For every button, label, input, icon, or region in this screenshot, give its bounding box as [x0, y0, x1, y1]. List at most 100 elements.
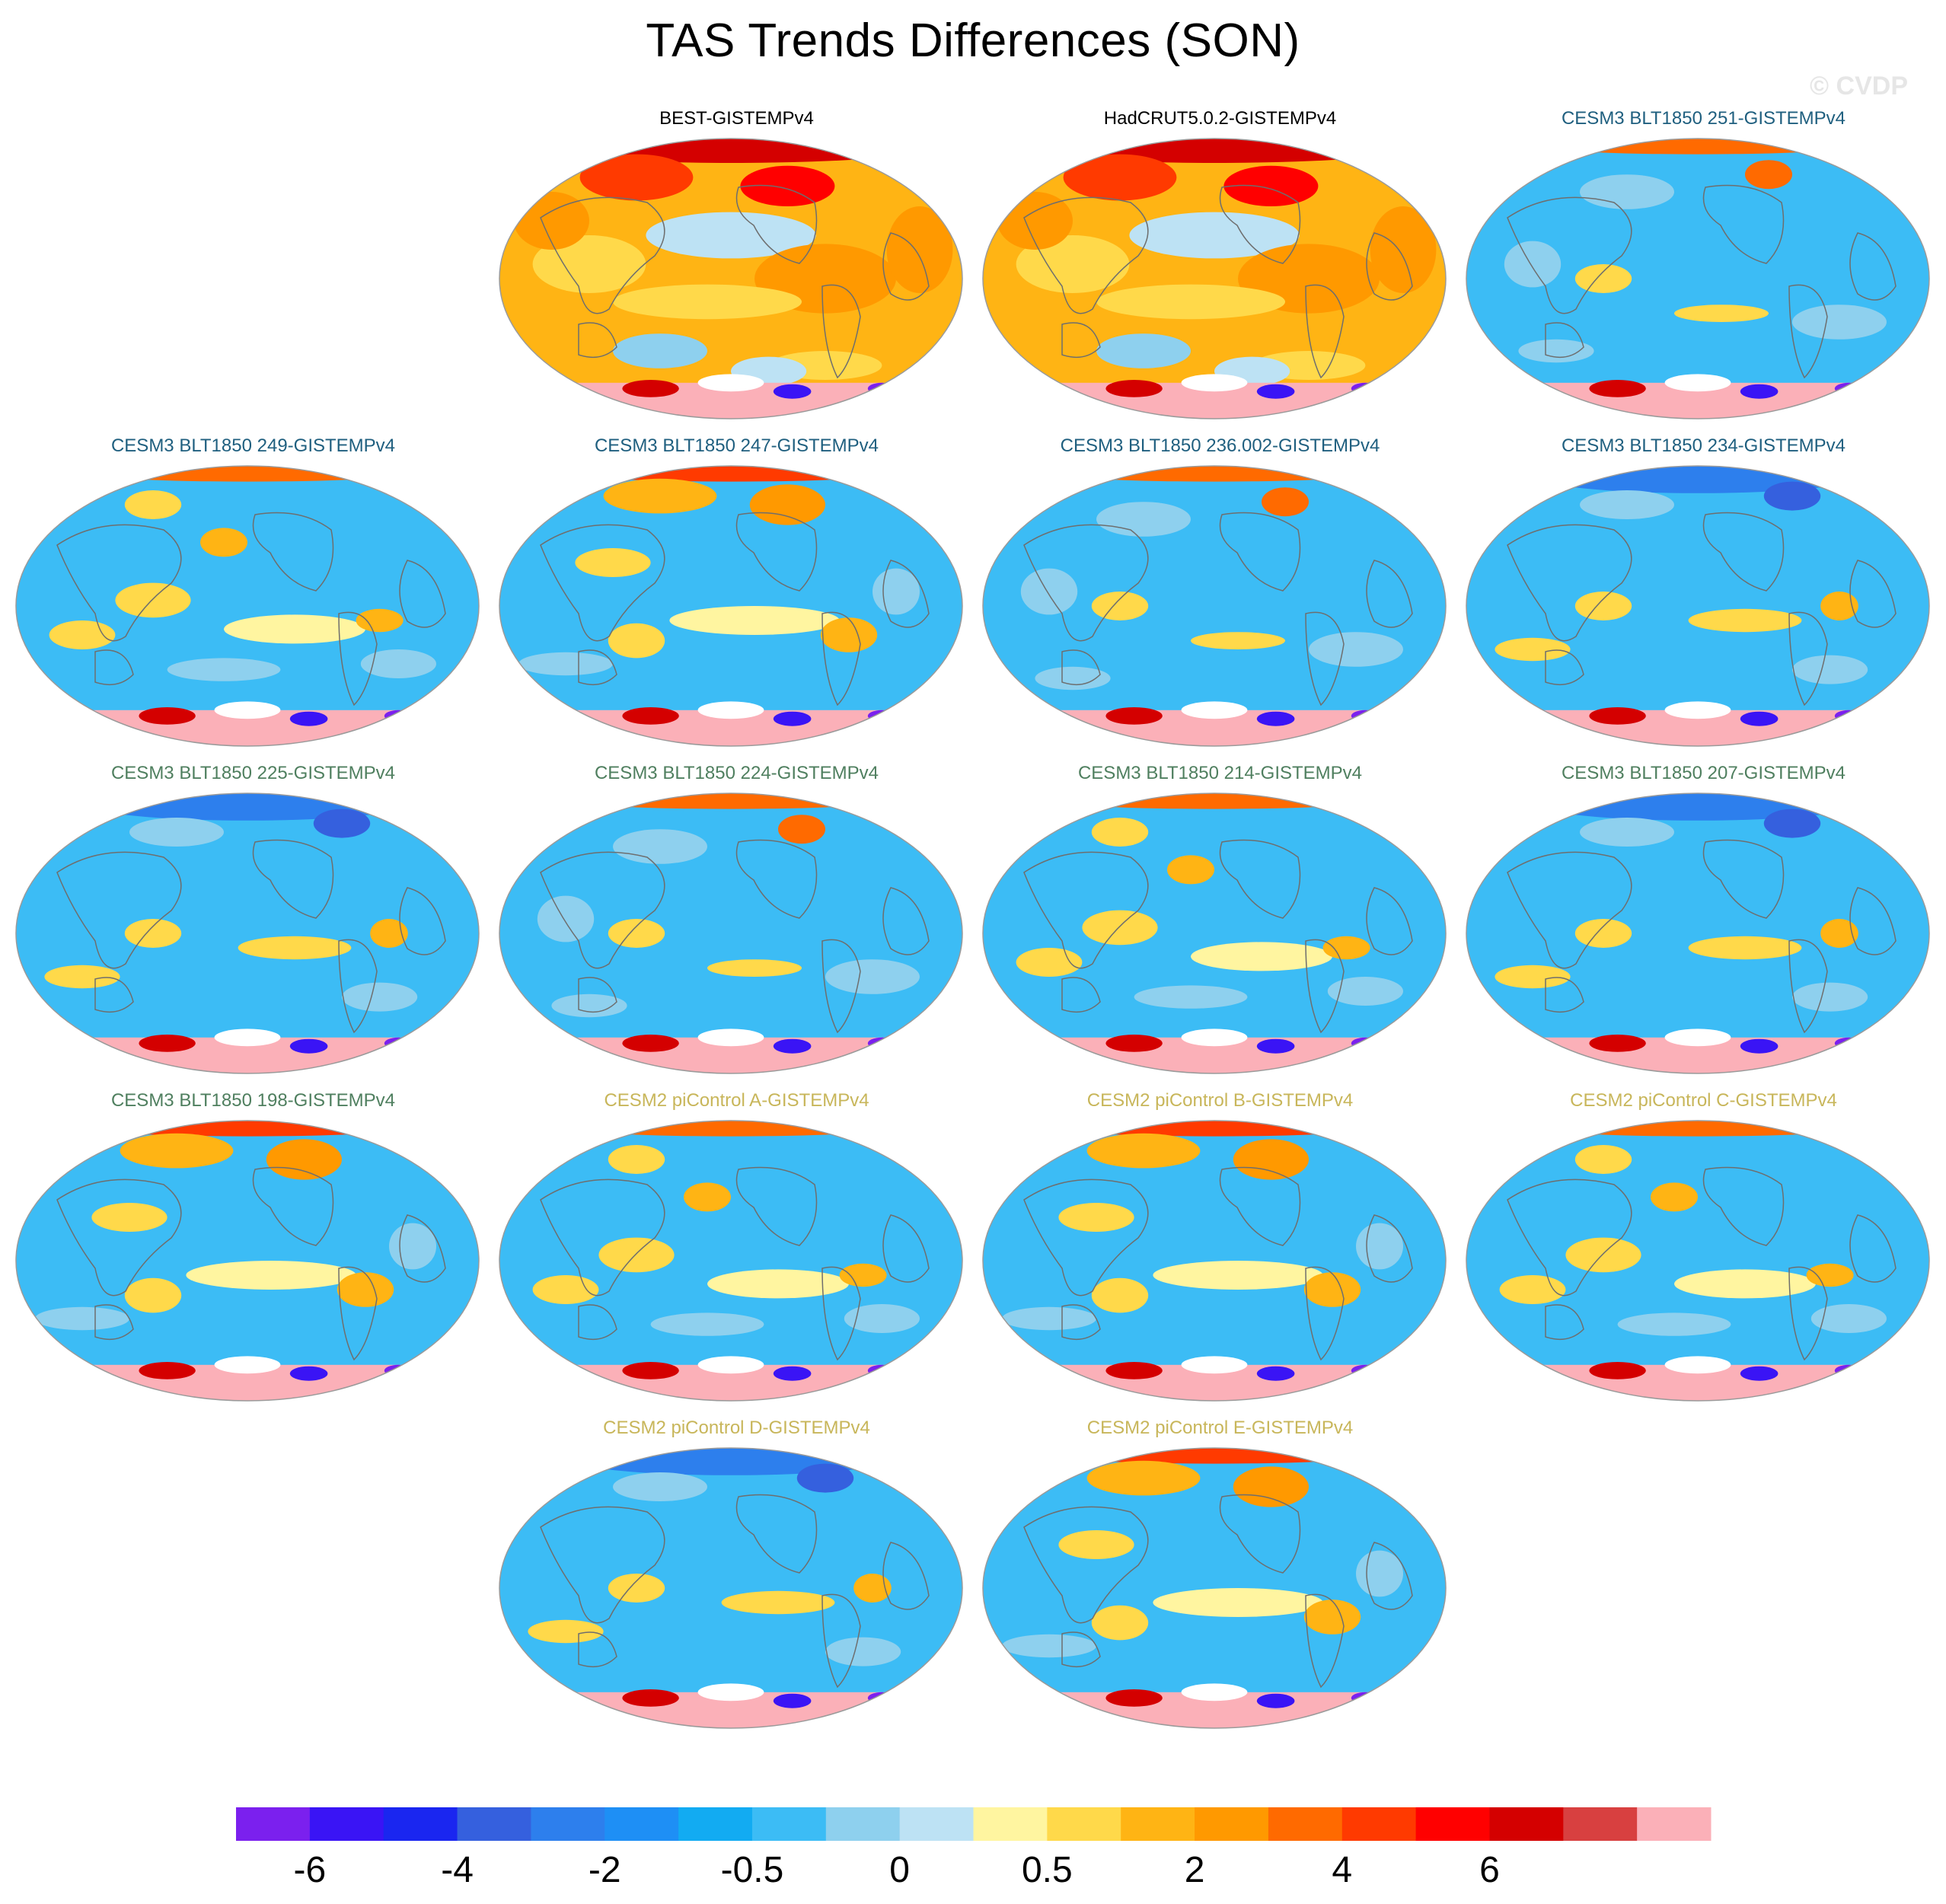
trend-region: [1309, 632, 1403, 667]
coastline: [94, 649, 134, 686]
trend-region: [886, 206, 953, 293]
trend-region: [1518, 339, 1594, 363]
watermark: © CVDP: [1810, 72, 1908, 100]
colorbar-swatch: [1121, 1807, 1195, 1841]
trend-region: [1303, 1272, 1361, 1307]
trend-region: [35, 1306, 129, 1331]
coastline: [1061, 1631, 1101, 1668]
trend-region: [389, 1223, 436, 1270]
colorbar-swatch: [383, 1807, 458, 1841]
trend-region: [1002, 1634, 1096, 1658]
trend-region: [1058, 1530, 1134, 1559]
trend-region: [44, 965, 120, 989]
trend-region: [124, 490, 182, 519]
colorbar-swatch: [973, 1807, 1048, 1841]
coastline: [1545, 322, 1584, 359]
trend-region: [59, 1121, 436, 1137]
trend-region: [1063, 154, 1177, 201]
trend-region: [1495, 637, 1571, 662]
colorbar-swatch: [678, 1807, 753, 1841]
map-panel: HadCRUT5.0.2-GISTEMPv4: [978, 108, 1462, 435]
colorbar-tick-label: 0: [889, 1850, 910, 1890]
colorbar-swatch: [1195, 1807, 1269, 1841]
colorbar-tick-label: 0.5: [1022, 1850, 1073, 1890]
colorbar-swatch: [1341, 1807, 1417, 1841]
colorbar-swatch: [1047, 1807, 1121, 1841]
trend-region: [1509, 139, 1887, 155]
trend-region: [613, 1472, 707, 1501]
map-panel: CESM3 BLT1850 234-GISTEMPv4: [1462, 435, 1945, 763]
trend-region: [1191, 942, 1332, 971]
map-panel: CESM2 piControl D-GISTEMPv4: [495, 1418, 978, 1745]
trend-region: [1167, 855, 1214, 885]
panel-title: CESM3 BLT1850 198-GISTEMPv4: [110, 1090, 396, 1111]
coastline: [94, 977, 134, 1013]
map-panel: CESM3 BLT1850 198-GISTEMPv4: [11, 1090, 495, 1418]
trend-region: [528, 1619, 604, 1644]
trend-region: [59, 466, 436, 482]
coastline: [1061, 977, 1101, 1013]
trend-region: [1035, 666, 1111, 690]
coastline: [1023, 196, 1149, 314]
trend-region: [1091, 1277, 1149, 1313]
colorbar-boxes: [236, 1807, 1712, 1841]
coastline: [399, 560, 446, 628]
coastline: [1788, 611, 1828, 706]
trend-region: [707, 959, 802, 977]
map: [982, 1120, 1447, 1402]
trend-region: [1574, 1145, 1632, 1174]
trend-region: [825, 1637, 901, 1666]
map: [982, 1447, 1447, 1729]
trend-region: [1134, 985, 1248, 1009]
coastline: [1702, 839, 1785, 919]
map: [15, 465, 480, 747]
coastline: [882, 560, 930, 628]
map: [499, 1447, 963, 1729]
trend-region: [646, 212, 816, 259]
panel-title: CESM3 BLT1850 251-GISTEMPv4: [1561, 108, 1846, 129]
trend-region: [1580, 818, 1674, 847]
coastline: [1366, 232, 1413, 301]
trend-region: [1322, 936, 1370, 960]
trend-region: [542, 466, 920, 482]
trend-region: [1096, 502, 1191, 537]
coastline: [1305, 1593, 1345, 1689]
coastline: [1788, 939, 1828, 1034]
trend-region: [1792, 982, 1868, 1012]
panel-title: CESM3 BLT1850 236.002-GISTEMPv4: [1060, 435, 1380, 456]
coastline: [578, 322, 617, 359]
coastline: [1305, 284, 1345, 379]
colorbar-swatch: [1415, 1807, 1490, 1841]
trend-region: [1370, 206, 1437, 293]
coastline: [1545, 977, 1584, 1013]
coastline: [338, 1266, 378, 1361]
trend-region: [1810, 1304, 1887, 1333]
main-title: TAS Trends Differences (SON): [646, 14, 1300, 67]
panel-title: CESM2 piControl D-GISTEMPv4: [603, 1418, 870, 1438]
trend-region: [360, 649, 436, 678]
trend-region: [1153, 1261, 1323, 1290]
coastline: [578, 977, 617, 1013]
trend-region: [1058, 1203, 1134, 1232]
trend-region: [129, 818, 224, 847]
coastline: [735, 839, 818, 919]
coastline: [1849, 1214, 1897, 1283]
trend-region: [120, 1133, 234, 1169]
trend-region: [537, 895, 595, 942]
panel-title: CESM3 BLT1850 224-GISTEMPv4: [594, 763, 879, 783]
trend-region: [1233, 1139, 1309, 1180]
coastline: [252, 1166, 334, 1246]
trend-region: [608, 1145, 665, 1174]
trend-region: [796, 1463, 854, 1493]
trend-region: [873, 568, 920, 615]
coastline: [735, 184, 818, 264]
coastline: [735, 512, 818, 592]
colorbar-swatch: [236, 1807, 311, 1841]
coastline: [882, 1542, 930, 1610]
panel-title: CESM3 BLT1850 207-GISTEMPv4: [1561, 763, 1846, 783]
coastline: [252, 839, 334, 919]
map: [499, 793, 963, 1074]
trend-region: [370, 919, 408, 948]
trend-region: [579, 154, 694, 201]
trend-region: [1763, 481, 1821, 511]
